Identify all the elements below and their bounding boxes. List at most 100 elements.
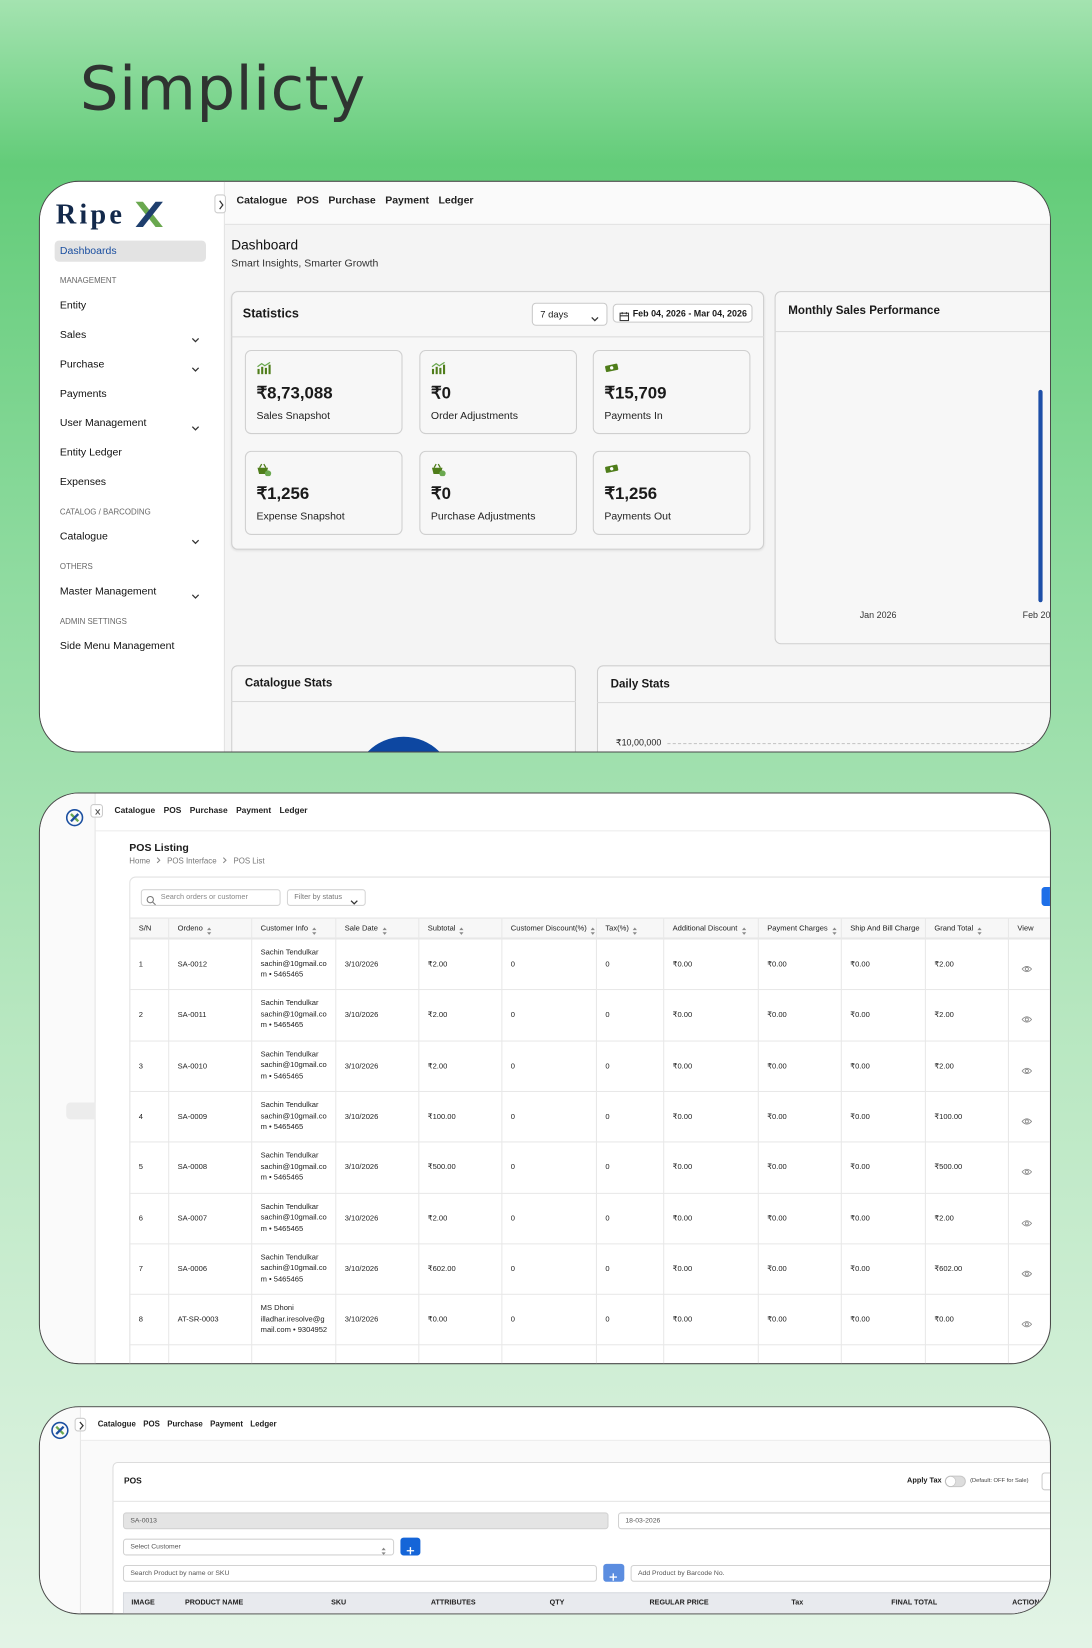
table-cell: 0 [510,1009,515,1020]
nav-item[interactable]: POS [143,1419,160,1429]
view-icon[interactable] [1021,1061,1033,1074]
add-customer-button[interactable] [400,1537,421,1556]
nav-item[interactable]: Catalogue [114,805,156,816]
menu-item[interactable]: Sales [59,329,87,342]
table-cell: 3/10/2026 [344,1060,379,1071]
menu-item[interactable]: Purchase [59,358,105,371]
barcode-input[interactable] [630,1564,1050,1582]
table-cell: ₹0.00 [672,1263,693,1274]
table-cell: 7 [138,1263,143,1274]
menu-item[interactable]: Catalogue [59,531,108,543]
view-icon[interactable] [1021,960,1033,973]
breadcrumb-item[interactable]: POS List [233,856,265,866]
column-header[interactable]: Sale Date [344,923,378,933]
order-number-input[interactable] [122,1512,609,1530]
tax-toggle[interactable] [944,1475,966,1488]
nav-item[interactable]: Ledger [438,194,474,207]
menu-item[interactable]: Master Management [59,585,157,598]
breadcrumb-item[interactable]: POS Interface [167,856,217,866]
icon-part [605,363,619,373]
icon [191,594,200,599]
column-header[interactable]: Payment Charges [767,923,828,933]
icon [1021,1219,1033,1227]
view-icon[interactable] [1021,1315,1033,1328]
period-select[interactable] [531,302,608,326]
icon-part [433,463,441,469]
table-cell: ₹0.00 [672,959,693,969]
view-icon[interactable] [1021,1112,1033,1125]
icon-part [1024,1017,1029,1022]
view-icon[interactable] [1021,1010,1033,1023]
nav-item[interactable]: Payment [236,805,272,816]
sort-icon[interactable] [206,923,212,935]
add-product-button[interactable] [603,1563,625,1582]
search-input[interactable] [140,889,281,906]
icon [219,200,224,210]
nav-item[interactable]: Catalogue [236,194,288,207]
column-header[interactable]: Grand Total [934,923,974,933]
column-header[interactable]: Customer Discount(%) [510,923,587,933]
sidebar-toggle[interactable] [90,804,103,818]
active-menu-bg[interactable] [54,240,206,262]
add-button[interactable] [1041,887,1050,906]
menu-heading: CATALOG / BARCODING [59,507,151,517]
sort-icon[interactable] [976,923,982,935]
nav-item[interactable]: Ledger [279,805,308,816]
menu-item[interactable]: Expenses [59,476,107,489]
search-placeholder: Search orders or customer [160,893,248,902]
icon-part [223,857,227,864]
sort-icon[interactable] [458,923,464,935]
menu-item[interactable]: Entity [59,300,87,312]
table-cell: ₹0.00 [767,1263,787,1274]
column-header[interactable]: Additional Discount [672,923,738,933]
nav-item[interactable]: Purchase [167,1419,203,1429]
customer-info: Sachin Tendulkar sachin@10gmail.com • 546… [261,947,328,980]
sort-icon[interactable] [590,923,596,935]
sort-icon[interactable] [632,923,638,935]
column-header[interactable]: Ordeno [177,923,203,933]
breadcrumb-separator [156,856,162,864]
customer-name: Sachin Tendulkar [260,1251,319,1262]
column-header: S/N [138,923,152,933]
menu-item[interactable]: Payments [59,388,107,400]
cart-button[interactable] [1041,1472,1050,1491]
nav-item[interactable]: Ledger [250,1419,277,1429]
nav-item[interactable]: Payment [385,194,430,207]
date-range-box[interactable] [612,303,753,323]
sort-icon[interactable] [831,923,837,935]
table-cell: SA-0012 [177,959,208,969]
nav-item[interactable]: POS [163,805,182,816]
sidebar-toggle[interactable] [214,194,226,214]
column-header[interactable]: Subtotal [427,923,456,933]
nav-item[interactable]: Catalogue [97,1419,136,1429]
nav-item[interactable]: Payment [210,1419,243,1429]
top-bar [224,181,1050,225]
nav-item[interactable]: Purchase [189,805,228,816]
view-icon[interactable] [1021,1264,1033,1277]
date-input[interactable] [617,1512,1050,1530]
column-header[interactable]: Tax(%) [605,923,629,933]
column-divider [251,917,253,1364]
row-divider [129,1040,1050,1042]
product-search-input[interactable] [122,1564,597,1582]
column-header[interactable]: Customer Info [260,923,309,933]
sidebar-toggle[interactable] [74,1417,87,1432]
customer-select[interactable] [122,1538,395,1556]
breadcrumb-item[interactable]: Home [129,856,151,866]
sort-icon[interactable] [741,923,747,935]
icon-part [431,368,435,375]
view-icon[interactable] [1021,1214,1033,1227]
sort-icon[interactable] [382,923,388,935]
top-bar [80,1407,1050,1441]
menu-item[interactable]: Side Menu Management [59,640,175,653]
menu-item[interactable]: Entity Ledger [59,447,122,459]
sort-icon[interactable] [311,923,317,935]
menu-placeholder [66,1102,96,1120]
icon [1021,1321,1033,1328]
menu-item[interactable]: User Management [59,417,147,430]
view-icon[interactable] [1021,1163,1033,1176]
status-filter[interactable] [286,889,366,906]
nav-item[interactable]: POS [296,194,319,207]
nav-item[interactable]: Purchase [328,194,376,207]
icon [191,337,200,343]
